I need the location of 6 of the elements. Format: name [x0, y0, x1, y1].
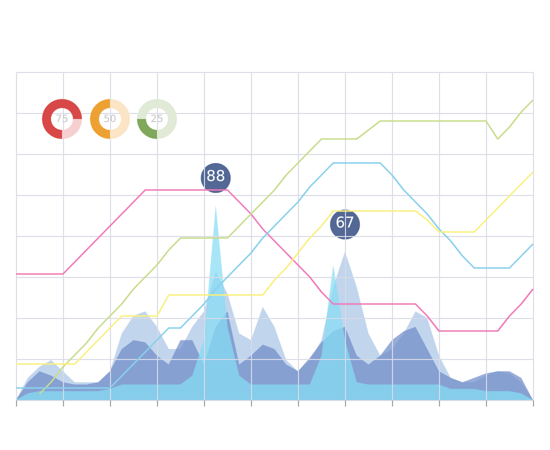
annotation: 75 [56, 114, 68, 125]
data-label: 88 [206, 167, 226, 185]
annotation: 50 [103, 114, 116, 125]
annotation: 25 [150, 114, 164, 125]
donut-slice [137, 99, 177, 139]
donut-slice [42, 99, 82, 139]
